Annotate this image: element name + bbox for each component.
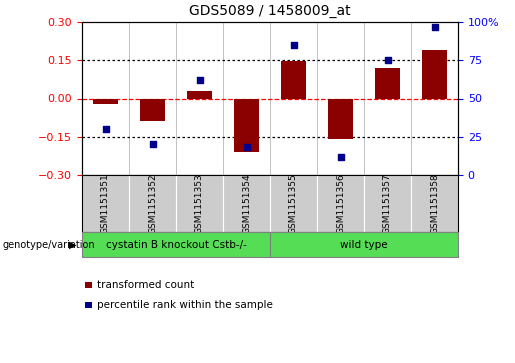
Text: GSM1151354: GSM1151354	[242, 173, 251, 234]
Text: genotype/variation: genotype/variation	[3, 240, 95, 249]
Bar	[82, 232, 270, 257]
Bar	[234, 98, 260, 152]
Bar	[411, 175, 458, 232]
Text: GSM1151355: GSM1151355	[289, 173, 298, 234]
Bar	[281, 61, 306, 98]
Bar	[129, 175, 176, 232]
Point	[243, 144, 251, 150]
Bar	[140, 98, 165, 122]
Bar	[84, 282, 92, 288]
Point	[148, 142, 157, 147]
Point	[383, 57, 391, 63]
Point	[101, 126, 110, 132]
Bar	[317, 175, 364, 232]
Point	[431, 24, 439, 29]
Bar	[223, 175, 270, 232]
Text: cystatin B knockout Cstb-/-: cystatin B knockout Cstb-/-	[106, 240, 247, 249]
Text: GSM1151357: GSM1151357	[383, 173, 392, 234]
Bar	[82, 175, 458, 232]
Point	[289, 42, 298, 48]
Text: transformed count: transformed count	[97, 280, 195, 290]
Text: GSM1151353: GSM1151353	[195, 173, 204, 234]
Bar	[270, 232, 458, 257]
Title: GDS5089 / 1458009_at: GDS5089 / 1458009_at	[189, 4, 351, 18]
Text: GSM1151351: GSM1151351	[101, 173, 110, 234]
Bar	[374, 68, 401, 98]
Bar	[84, 302, 92, 308]
Text: GSM1151352: GSM1151352	[148, 173, 157, 234]
Bar	[82, 175, 129, 232]
Text: wild type: wild type	[340, 240, 388, 249]
Text: GSM1151358: GSM1151358	[430, 173, 439, 234]
Text: percentile rank within the sample: percentile rank within the sample	[97, 300, 273, 310]
Bar	[93, 98, 118, 104]
Bar	[328, 98, 353, 139]
Point	[195, 77, 203, 83]
Bar	[186, 91, 212, 98]
Text: GSM1151356: GSM1151356	[336, 173, 345, 234]
Bar	[270, 175, 317, 232]
Point	[336, 154, 345, 160]
Text: ▶: ▶	[70, 240, 77, 249]
Bar	[422, 50, 448, 98]
Bar	[364, 175, 411, 232]
Bar	[176, 175, 223, 232]
